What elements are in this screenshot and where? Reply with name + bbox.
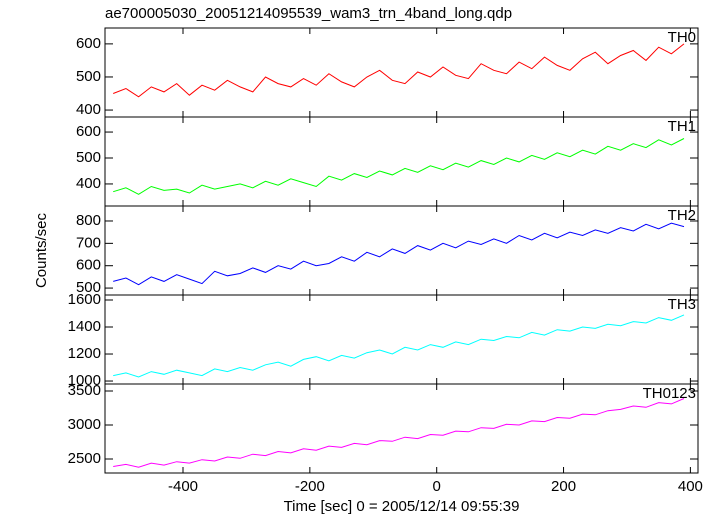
legend-label: TH0	[668, 29, 696, 46]
y-tick-label: 3500	[68, 382, 101, 399]
panel-frame	[104, 294, 699, 385]
y-tick-label: 1000	[68, 372, 101, 389]
y-tick-label: 600	[76, 35, 101, 52]
legend-label: TH3	[668, 296, 696, 313]
data-line	[113, 314, 685, 378]
y-tick-label: 3000	[68, 416, 101, 433]
data-line	[113, 138, 685, 195]
data-line	[113, 398, 685, 468]
y-tick-label: 1400	[68, 318, 101, 335]
y-tick-label: 600	[76, 257, 101, 274]
panel-frame	[104, 205, 699, 296]
data-line	[113, 43, 685, 98]
y-tick-label: 400	[76, 101, 101, 118]
y-tick-label: 800	[76, 212, 101, 229]
y-tick-label: 2500	[68, 450, 101, 467]
panel-frame	[104, 116, 699, 207]
y-tick-label: 1600	[68, 291, 101, 308]
y-tick-label: 600	[76, 123, 101, 140]
y-tick-label: 500	[76, 149, 101, 166]
chart-title: ae700005030_20051214095539_wam3_trn_4ban…	[105, 5, 512, 22]
panel-frame	[104, 27, 699, 118]
panel-frame	[104, 383, 699, 474]
y-tick-label: 700	[76, 234, 101, 251]
legend-label: TH0123	[643, 385, 696, 402]
x-tick-label: -200	[295, 478, 325, 495]
y-tick-label: 400	[76, 175, 101, 192]
y-axis-label: Counts/sec	[33, 212, 50, 288]
legend-label: TH1	[668, 118, 696, 135]
y-tick-label: 1200	[68, 345, 101, 362]
x-tick-label: 200	[551, 478, 576, 495]
y-tick-label: 500	[76, 68, 101, 85]
legend-label: TH2	[668, 207, 696, 224]
x-tick-label: -400	[168, 478, 198, 495]
x-axis-label: Time [sec] 0 = 2005/12/14 09:55:39	[284, 498, 520, 515]
y-tick-label: 500	[76, 279, 101, 296]
data-line	[113, 222, 685, 286]
x-tick-label: 400	[678, 478, 703, 495]
x-tick-label: 0	[433, 478, 441, 495]
